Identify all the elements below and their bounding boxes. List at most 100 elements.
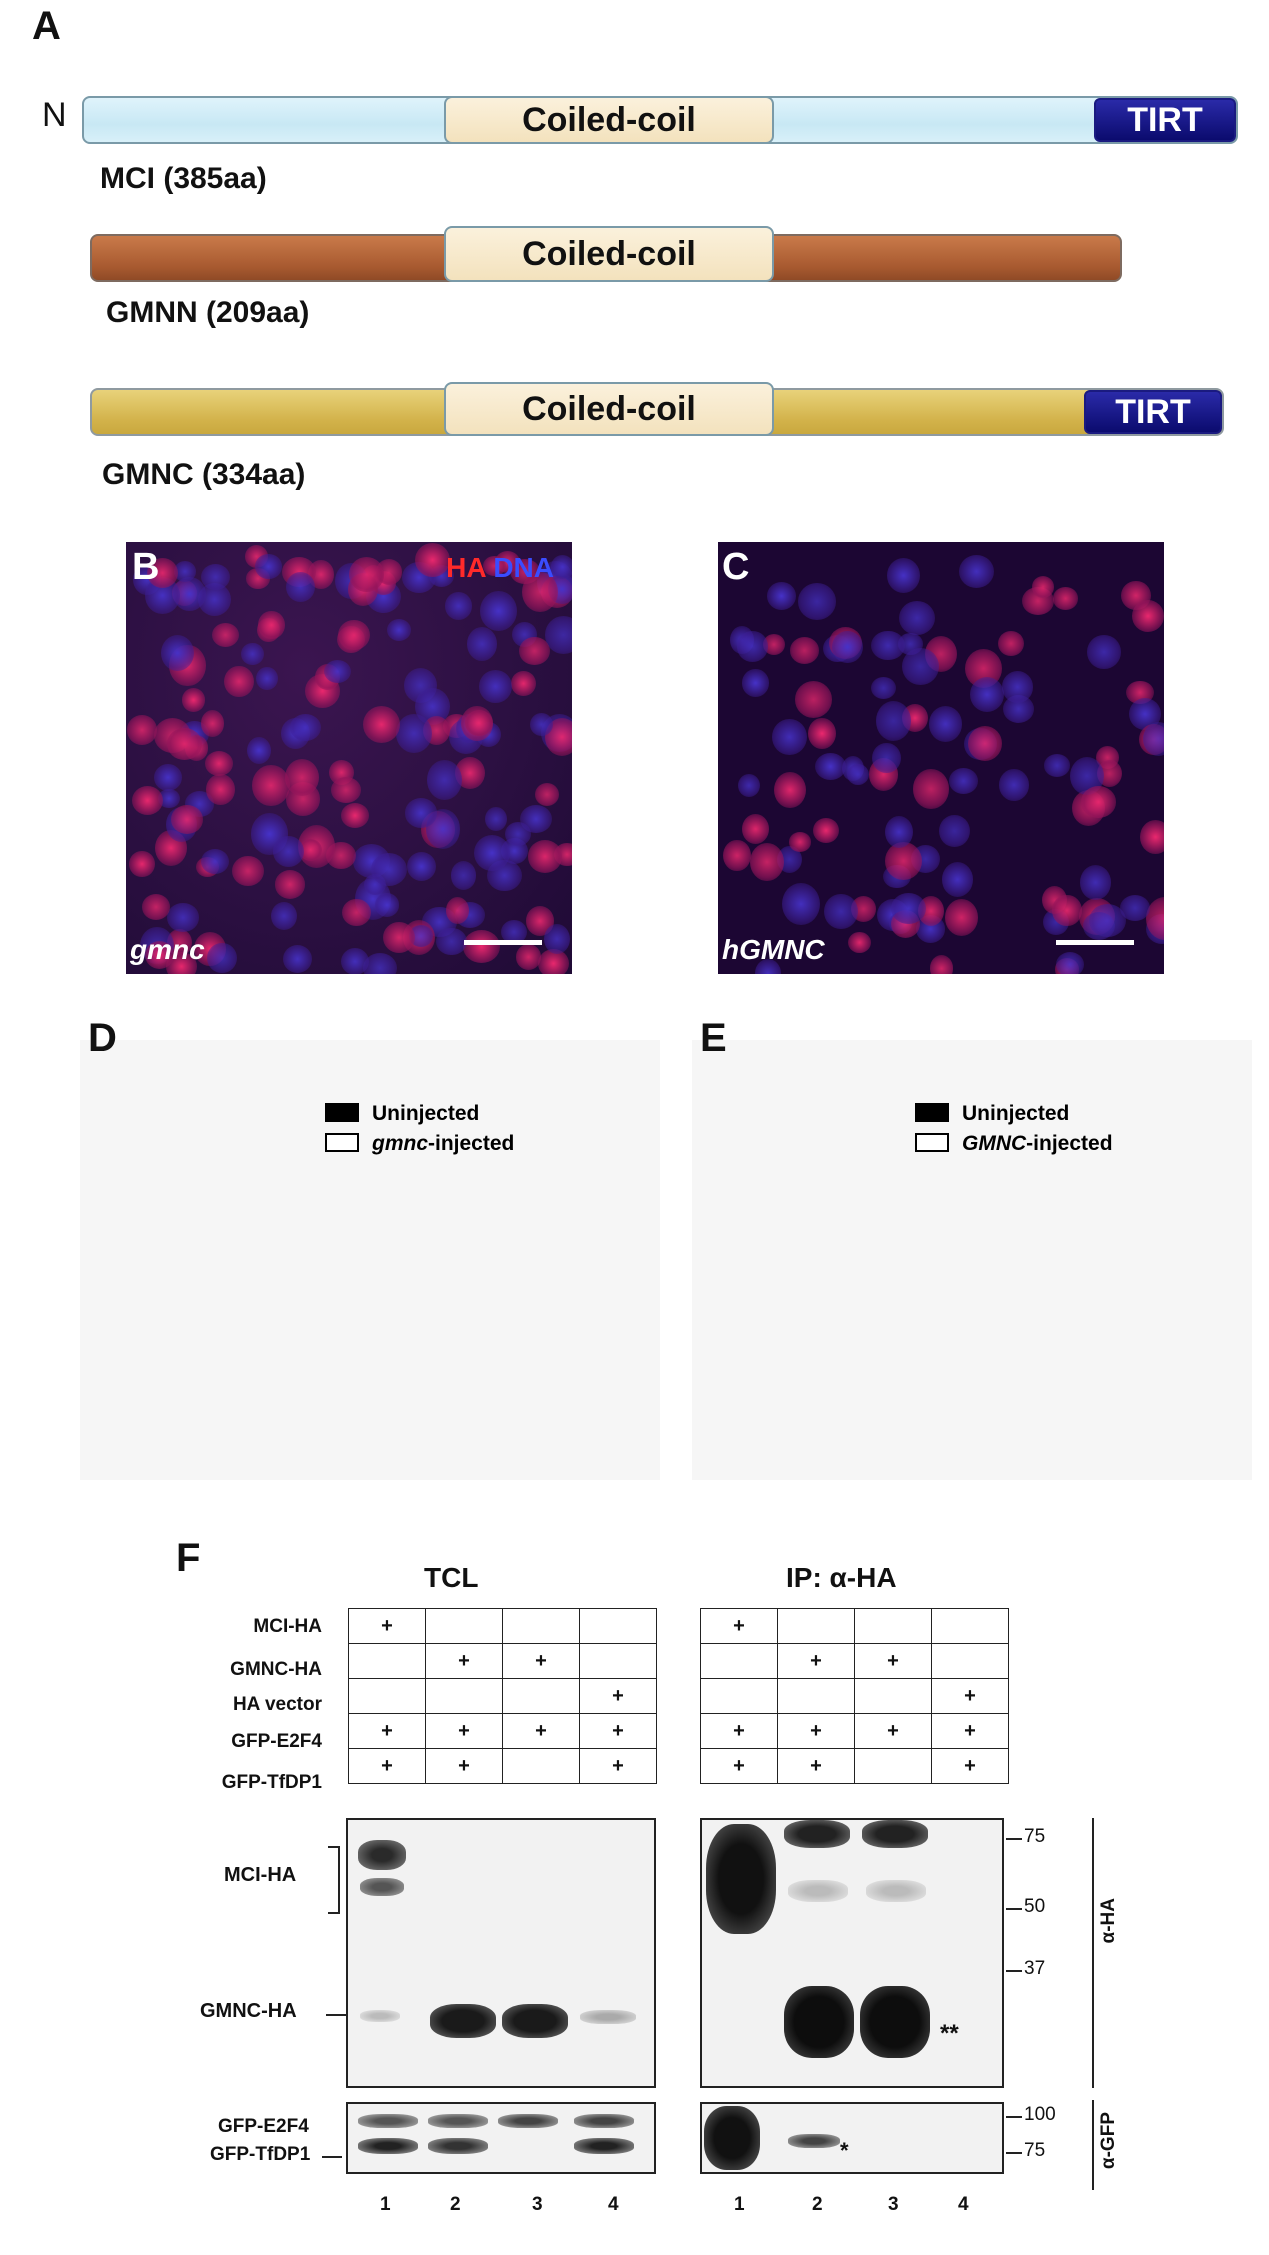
- row-label-gfp-e2f4: GFP-E2F4: [231, 1731, 322, 1752]
- antibody-bracket-ha: [1092, 1818, 1094, 2088]
- micrograph-gmnc: B HA DNA gmnc: [126, 542, 572, 974]
- nucleus: [483, 555, 506, 576]
- condition-cell: +: [579, 1713, 657, 1749]
- nucleus: [382, 922, 415, 954]
- nucleus: [255, 554, 282, 579]
- legend-swatch: [325, 1103, 359, 1122]
- condition-cell: [579, 1643, 657, 1679]
- nucleus: [474, 834, 511, 871]
- nucleus: [1146, 897, 1164, 940]
- nucleus: [387, 618, 412, 642]
- nucleus: [147, 558, 179, 589]
- nucleus: [794, 681, 832, 718]
- nucleus: [258, 611, 285, 639]
- lane-number: 2: [450, 2194, 461, 2215]
- condition-cell: +: [348, 1608, 426, 1644]
- mw-marker-50: 50: [1024, 1896, 1046, 1917]
- nucleus: [815, 752, 847, 781]
- annotation-double-asterisk: **: [940, 2020, 959, 2047]
- chart-e: 01234Relative gene/rplpofoxj1afoxj1bmcip…: [915, 1102, 1113, 1155]
- gmnn-protein-label: GMNN (209aa): [106, 296, 310, 329]
- panel-letter-b: B: [132, 546, 160, 588]
- blot-band: [860, 1986, 930, 2058]
- blot-band: [866, 1880, 926, 1902]
- blot-band: [360, 1878, 404, 1896]
- nucleus: [445, 897, 469, 924]
- nucleus: [444, 592, 472, 620]
- condition-row: + +: [700, 1643, 1009, 1679]
- nucleus: [231, 855, 264, 887]
- nucleus: [340, 948, 370, 974]
- nucleus: [527, 840, 563, 873]
- mci-tirt-domain: TIRT: [1094, 98, 1236, 142]
- gfp-tfdp1-tick: [322, 2156, 342, 2158]
- nucleus: [763, 634, 786, 655]
- nucleus: [884, 841, 922, 880]
- blot-label-gfp-e2f4: GFP-E2F4: [218, 2116, 309, 2137]
- nucleus: [406, 851, 436, 881]
- nucleus: [968, 725, 1003, 762]
- condition-cell: +: [700, 1608, 778, 1644]
- blot-band: [360, 2010, 400, 2022]
- blot-band: [784, 1820, 850, 1848]
- nucleus: [1087, 635, 1121, 669]
- antibody-label-ha: α-HA: [1098, 1898, 1119, 1944]
- sample-label-hgmnc: hGMNC: [722, 934, 825, 965]
- condition-cell: +: [348, 1748, 426, 1784]
- gmnc-ha-tick: [326, 2014, 346, 2016]
- mw-marker-37: 37: [1024, 1958, 1046, 1979]
- lane-number: 2: [812, 2194, 823, 2215]
- nucleus: [370, 852, 407, 886]
- stain-legend: HA DNA: [446, 552, 554, 584]
- condition-cell: +: [854, 1713, 932, 1749]
- nucleus: [1131, 600, 1164, 633]
- blot-band: [704, 2106, 760, 2170]
- nucleus: [941, 861, 974, 897]
- stain-ha-label: HA: [446, 552, 486, 583]
- condition-cell: +: [931, 1748, 1009, 1784]
- condition-cell: +: [931, 1713, 1009, 1749]
- scale-bar: [464, 940, 542, 945]
- condition-cell: [854, 1678, 932, 1714]
- condition-cell: +: [348, 1713, 426, 1749]
- nucleus: [886, 557, 920, 593]
- nucleus: [750, 842, 785, 881]
- legend-label: GMNC-injected: [962, 1132, 1113, 1155]
- nucleus: [323, 659, 352, 684]
- nucleus: [824, 893, 858, 930]
- nucleus: [153, 764, 182, 792]
- sample-label-gmnc: gmnc: [130, 934, 205, 965]
- nucleus: [519, 636, 550, 666]
- condition-cell: [425, 1608, 503, 1644]
- nucleus: [173, 560, 197, 582]
- nucleus: [342, 899, 371, 927]
- nucleus: [521, 571, 558, 613]
- nucleus: [414, 542, 451, 578]
- blot-band: [498, 2114, 558, 2128]
- nucleus: [167, 728, 202, 761]
- lane-number: 4: [958, 2194, 969, 2215]
- nucleus: [738, 773, 761, 798]
- scale-bar: [1056, 940, 1134, 945]
- condition-cell: +: [777, 1748, 855, 1784]
- blot-band: [358, 1840, 406, 1870]
- legend-swatch: [325, 1133, 359, 1152]
- nucleus: [484, 806, 507, 832]
- nucleus: [901, 647, 939, 685]
- nucleus: [846, 763, 869, 786]
- nucleus: [161, 634, 195, 671]
- panel-letter-f: F: [176, 1536, 201, 1580]
- nucleus: [450, 861, 477, 890]
- nucleus: [1081, 786, 1117, 818]
- nucleus: [771, 719, 807, 756]
- mw-marker-75: 75: [1024, 1826, 1046, 1847]
- blot-label-mci-ha: MCI-HA: [224, 1864, 297, 1886]
- nucleus: [774, 772, 806, 809]
- nucleus: [723, 840, 751, 872]
- condition-cell: +: [425, 1748, 503, 1784]
- nucleus: [515, 943, 542, 970]
- nucleus: [898, 600, 935, 635]
- mw-marker-75-gfp: 75: [1024, 2140, 1046, 2161]
- mw-tick: [1006, 1908, 1022, 1910]
- nucleus: [741, 814, 770, 844]
